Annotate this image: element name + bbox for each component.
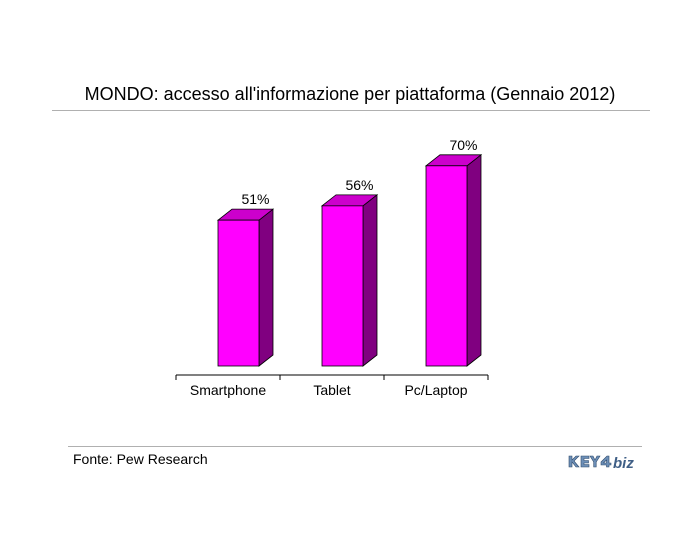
bar-2 [425, 165, 468, 367]
x-tick-label-1: Tablet [313, 382, 350, 398]
bar-1 [321, 205, 364, 367]
bar-side-0 [258, 208, 274, 367]
logo-biz-text: biz [613, 455, 634, 471]
key4biz-logo: biz [568, 455, 634, 471]
bar-value-label-0: 51% [241, 191, 269, 207]
chart-title: MONDO: accesso all'informazione per piat… [84, 84, 616, 104]
bar-side-1 [362, 194, 378, 367]
title-divider [52, 110, 650, 111]
bar-value-label-2: 70% [449, 137, 477, 153]
bar-value-label-1: 56% [345, 177, 373, 193]
bar-0 [217, 219, 260, 367]
x-tick-label-2: Pc/Laptop [404, 382, 467, 398]
bar-side-2 [466, 153, 482, 367]
logo-key-mark [568, 455, 612, 468]
source-note: Fonte: Pew Research [73, 451, 208, 467]
x-tick-label-0: Smartphone [190, 382, 266, 398]
footer-divider [68, 446, 642, 447]
